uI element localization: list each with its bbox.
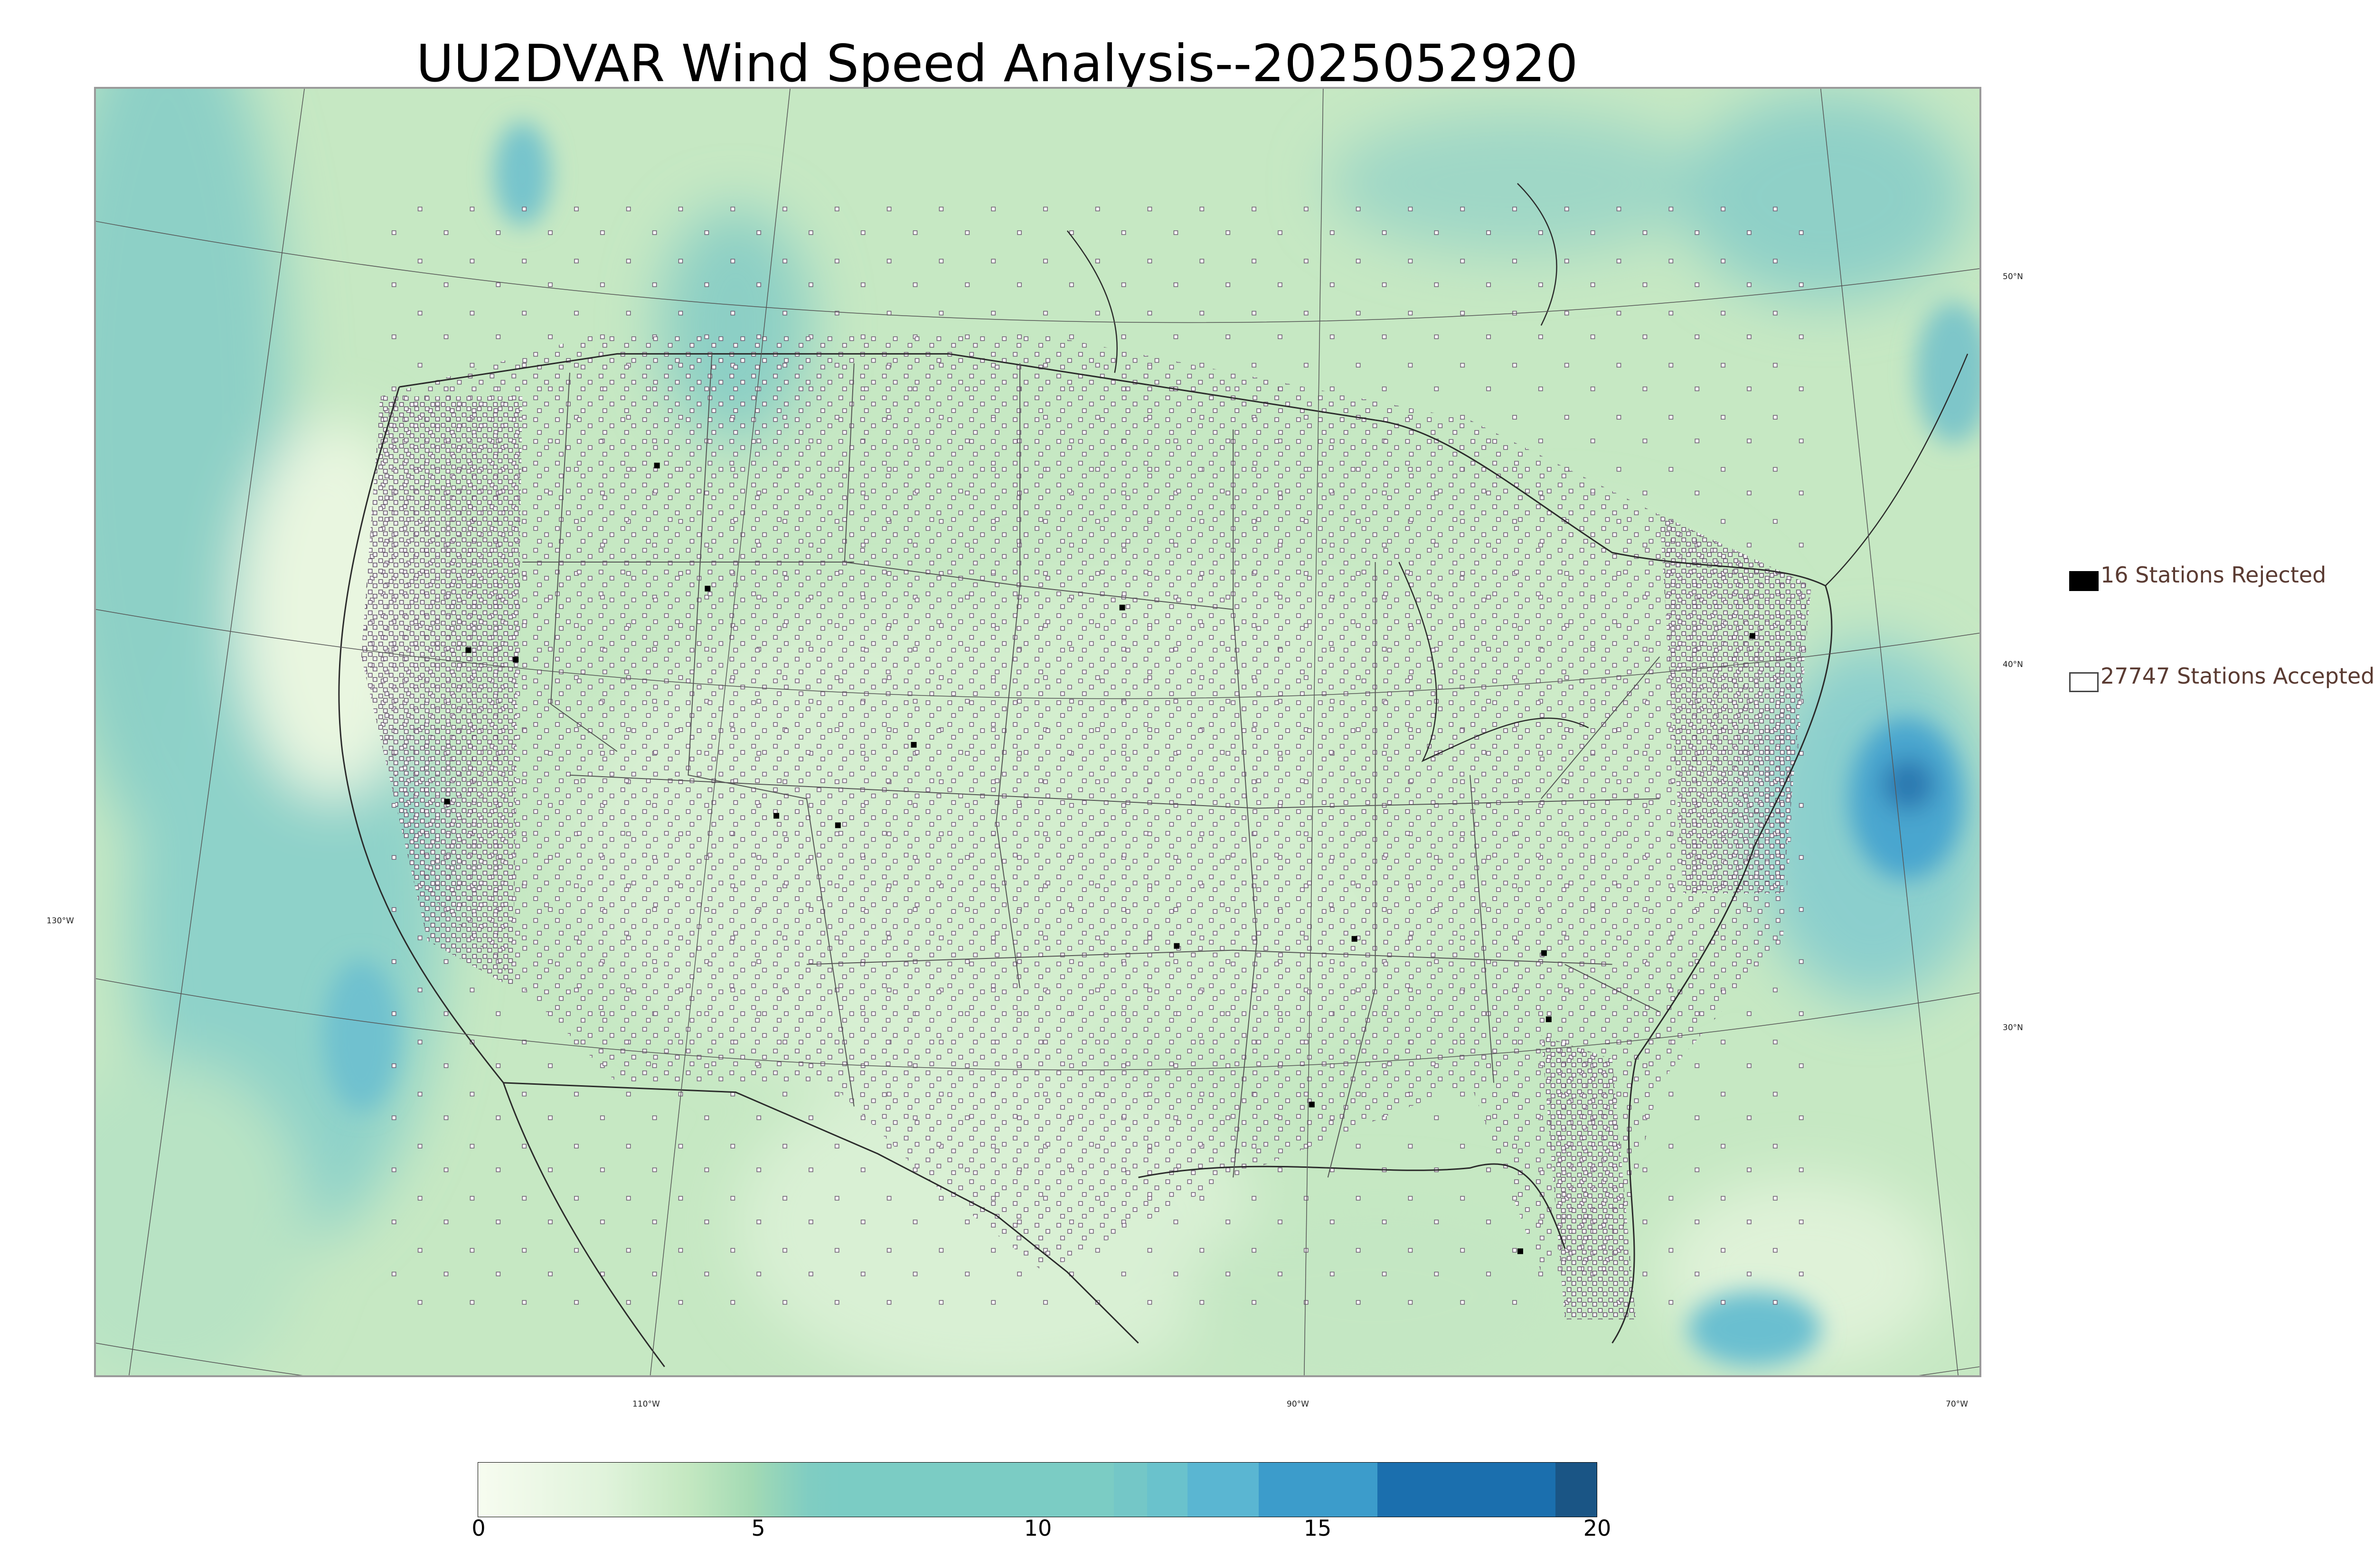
- lon-label-70w: 70°W: [1946, 1399, 1968, 1409]
- rejected-stations-label: 16 Stations Rejected: [2101, 562, 2327, 588]
- colorbar-tick-15: 15: [1303, 1515, 1332, 1541]
- colorbar-band-18-20: [1555, 1462, 1597, 1517]
- colorbar-band-13-15: [1259, 1462, 1377, 1517]
- rejected-stations: [444, 462, 1755, 1254]
- state-boundaries: [522, 354, 1660, 1178]
- map-canvas: [96, 89, 1979, 1375]
- colorbar-band-12-13: [1187, 1462, 1259, 1517]
- colorbar-tick-10: 10: [1024, 1515, 1052, 1541]
- lon-label-130w: 130°W: [47, 916, 74, 926]
- political-boundaries: [338, 183, 1969, 1367]
- map-title: UU2DVAR Wind Speed Analysis--2025052920: [416, 34, 1578, 94]
- station-markers: [361, 183, 1811, 1320]
- colorbar-tick-5: 5: [751, 1515, 765, 1541]
- colorbar-tick-0: 0: [471, 1515, 486, 1541]
- lon-label-110w: 110°W: [632, 1399, 660, 1409]
- wind-speed-map: [94, 87, 1981, 1377]
- lat-label-40n: 40°N: [2003, 660, 2023, 669]
- graticule: [96, 89, 1979, 1375]
- accepted-station-swatch: [2069, 672, 2099, 692]
- lon-label-90w: 90°W: [1287, 1399, 1309, 1409]
- colorbar-band-10-11: [1114, 1462, 1147, 1517]
- accepted-stations-label: 27747 Stations Accepted: [2101, 663, 2374, 689]
- rejected-station-swatch: [2069, 571, 2099, 591]
- colorbar-band-15-18: [1377, 1462, 1555, 1517]
- wind-speed-colorbar: [478, 1462, 1597, 1517]
- colorbar-band-11-12: [1147, 1462, 1187, 1517]
- colorbar-gradient: [478, 1462, 1114, 1517]
- colorbar-tick-20: 20: [1583, 1515, 1611, 1541]
- lat-label-30n: 30°N: [2003, 1023, 2023, 1033]
- lat-label-50n: 50°N: [2003, 272, 2023, 282]
